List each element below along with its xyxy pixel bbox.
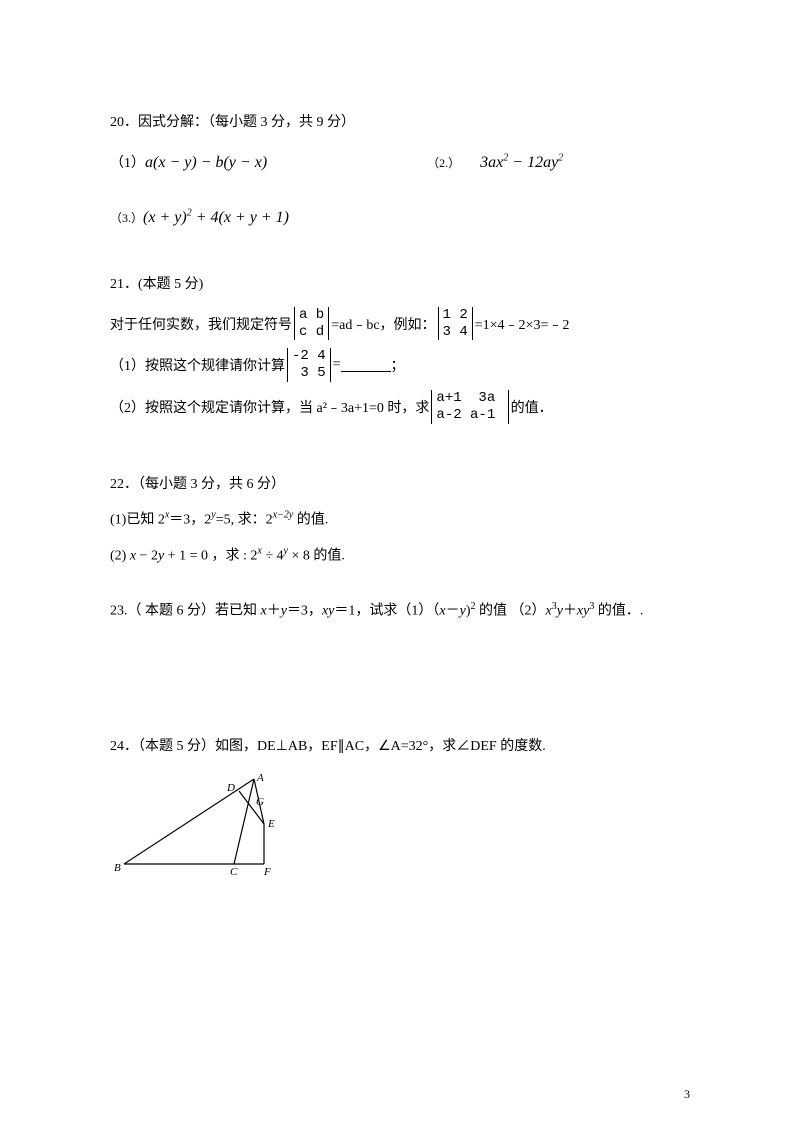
q20-p3-label: （3.） bbox=[110, 205, 143, 231]
q21-p2-suffix: 的值． bbox=[511, 397, 553, 417]
svg-text:F: F bbox=[263, 866, 271, 878]
svg-text:G: G bbox=[256, 796, 264, 808]
q22-header: 22．（每小题 3 分，共 6 分） bbox=[110, 472, 690, 497]
q22-part1: (1)已知 2x＝3，2y=5, 求：2x−2y 的值. bbox=[110, 507, 690, 533]
q20-row2: （3.） (x + y)2 + 4(x + y + 1) bbox=[110, 200, 690, 235]
q24-header: 24．（本题 5 分）如图，DE⊥AB，EF∥AC，∠A=32°，求∠DEF 的… bbox=[110, 734, 690, 759]
question-22: 22．（每小题 3 分，共 6 分） (1)已知 2x＝3，2y=5, 求：2x… bbox=[110, 472, 690, 569]
svg-text:C: C bbox=[230, 866, 238, 878]
q21-p2-prefix: （2）按照这个规定请你计算，当 a²﹣3a+1=0 时，求 bbox=[110, 397, 429, 417]
blank-fill bbox=[341, 358, 391, 372]
svg-text:A: A bbox=[256, 772, 264, 784]
page-number: 3 bbox=[684, 1087, 690, 1102]
q20-header: 20．因式分解：（每小题 3 分，共 9 分） bbox=[110, 110, 690, 135]
q21-intro-mid: =ad﹣bc，例如： bbox=[331, 314, 435, 334]
q21-part2: （2）按照这个规定请你计算，当 a²﹣3a+1=0 时，求 a+1 3a a-2… bbox=[110, 390, 690, 424]
q22-part2: (2) x − 2y + 1 = 0 ，求 : 2x ÷ 4y × 8 的值. bbox=[110, 543, 690, 569]
q21-p1-prefix: （1）按照这个规律请你计算 bbox=[110, 355, 285, 375]
question-24: 24．（本题 5 分）如图，DE⊥AB，EF∥AC，∠A=32°，求∠DEF 的… bbox=[110, 734, 690, 884]
q20-p2-expr: 3ax2 − 12ay2 bbox=[480, 145, 563, 180]
det-abcd: a b c d bbox=[294, 307, 329, 341]
question-21: 21．(本题 5 分) 对于任何实数，我们规定符号 a b c d =ad﹣bc… bbox=[110, 272, 690, 424]
q20-p2-label: （2.） bbox=[427, 150, 460, 176]
det-a-expr: a+1 3a a-2 a-1 bbox=[431, 390, 508, 424]
svg-text:B: B bbox=[114, 862, 121, 874]
svg-text:D: D bbox=[226, 782, 235, 794]
det-neg2-4-3-5: -2 4 3 5 bbox=[287, 348, 331, 382]
triangle-svg: A B C D E F G bbox=[114, 769, 314, 879]
q21-intro-suffix: =1×4﹣2×3=﹣2 bbox=[475, 314, 570, 334]
q21-intro-prefix: 对于任何实数，我们规定符号 bbox=[110, 314, 292, 334]
svg-text:E: E bbox=[267, 818, 275, 830]
q20-row1: （1） a(x − y) − b(y − x) （2.） 3ax2 − 12ay… bbox=[110, 145, 690, 180]
q23-header: 23.（ 本题 6 分）若已知 x＋y＝3，xy＝1，试求（1）（x－y)2 的… bbox=[110, 598, 690, 624]
det-1234: 1 2 3 4 bbox=[438, 307, 473, 341]
q21-intro: 对于任何实数，我们规定符号 a b c d =ad﹣bc，例如： 1 2 3 4… bbox=[110, 307, 690, 341]
q21-p1-end: ； bbox=[391, 355, 405, 375]
q21-header: 21．(本题 5 分) bbox=[110, 272, 690, 297]
question-20: 20．因式分解：（每小题 3 分，共 9 分） （1） a(x − y) − b… bbox=[110, 110, 690, 236]
q21-p1-eq: = bbox=[333, 357, 341, 373]
q20-p1-label: （1） bbox=[110, 149, 145, 180]
q20-p3-expr: (x + y)2 + 4(x + y + 1) bbox=[143, 200, 289, 235]
q21-part1: （1）按照这个规律请你计算 -2 4 3 5 = ； bbox=[110, 348, 690, 382]
q20-p1-expr: a(x − y) − b(y − x) bbox=[145, 145, 267, 180]
q24-figure: A B C D E F G bbox=[114, 769, 690, 884]
question-23: 23.（ 本题 6 分）若已知 x＋y＝3，xy＝1，试求（1）（x－y)2 的… bbox=[110, 598, 690, 624]
